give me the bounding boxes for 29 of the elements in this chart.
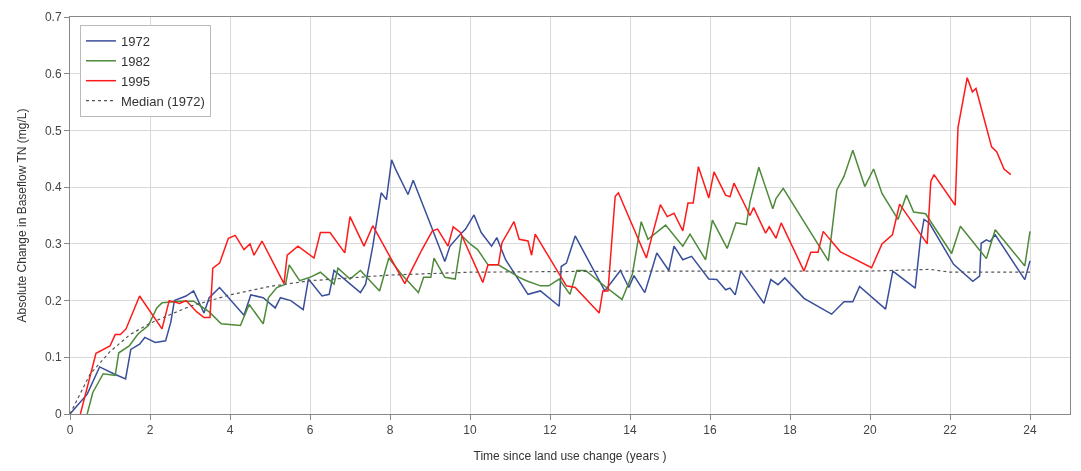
legend-label: Median (1972) [121,93,205,109]
x-tick-label: 6 [306,423,314,438]
y-tick-label: 0 [54,407,62,422]
x-tick-label: 2 [146,423,154,438]
x-tick-label: 0 [66,423,74,438]
x-tick-label: 8 [386,423,394,438]
legend-label: 1995 [121,73,150,89]
x-tick-label: 18 [783,423,797,438]
legend-label: 1972 [121,33,150,49]
y-tick-label: 0.7 [44,10,62,25]
y-tick-label: 0.4 [44,180,62,195]
x-tick-label: 22 [943,423,957,438]
x-tick-label: 12 [543,423,557,438]
legend-label: 1982 [121,53,150,69]
x-tick-label: 10 [463,423,477,438]
y-tick-label: 0.3 [44,237,62,252]
y-axis-title: Absolute Change in Baseflow TN (mg/L) [15,108,30,323]
line-series [70,268,1031,414]
y-tick-label: 0.2 [44,293,62,308]
line-series [79,76,1012,414]
x-tick-label: 24 [1023,423,1037,438]
y-tick-label: 0.6 [44,66,62,81]
x-axis-title: Time since land use change (years ) [473,449,667,464]
x-tick-label: 20 [863,423,877,438]
x-tick-label: 14 [623,423,637,438]
x-tick-label: 16 [703,423,717,438]
y-tick-label: 0.5 [44,123,62,138]
x-tick-label: 4 [226,423,234,438]
y-tick-label: 0.1 [44,350,62,365]
